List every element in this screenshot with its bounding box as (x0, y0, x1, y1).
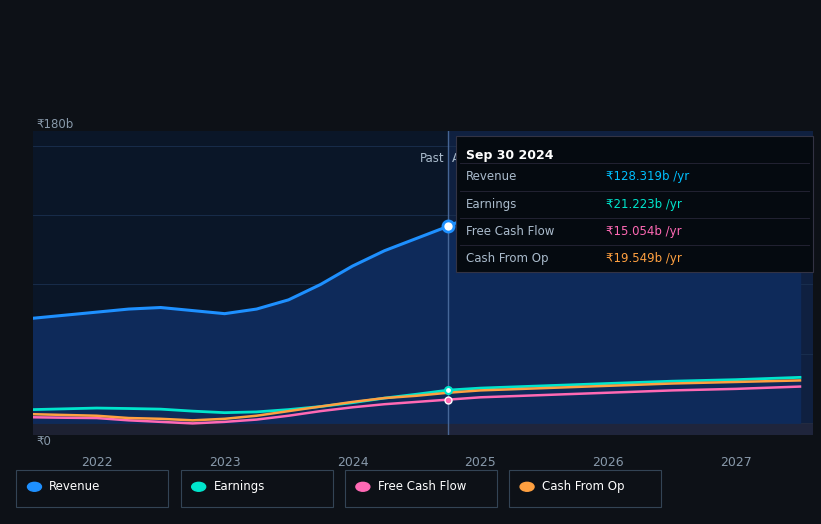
Text: 2026: 2026 (593, 456, 624, 469)
Text: Past: Past (420, 152, 444, 165)
Text: ₹15.054b /yr: ₹15.054b /yr (606, 225, 681, 238)
Text: Cash From Op: Cash From Op (542, 481, 624, 493)
Text: ₹19.549b /yr: ₹19.549b /yr (606, 252, 681, 265)
Text: 2023: 2023 (209, 456, 241, 469)
Bar (448, 131, 813, 435)
Bar (33, 423, 813, 435)
Text: Free Cash Flow: Free Cash Flow (466, 225, 555, 238)
Text: Cash From Op: Cash From Op (466, 252, 548, 265)
Text: ₹21.223b /yr: ₹21.223b /yr (606, 198, 681, 211)
Text: Earnings: Earnings (213, 481, 265, 493)
Text: 2022: 2022 (81, 456, 112, 469)
Bar (33, 131, 448, 435)
Text: Free Cash Flow: Free Cash Flow (378, 481, 466, 493)
Text: 2024: 2024 (337, 456, 369, 469)
Text: 2025: 2025 (465, 456, 496, 469)
Text: Earnings: Earnings (466, 198, 518, 211)
Text: Analysts Forecasts: Analysts Forecasts (452, 152, 562, 165)
Text: Revenue: Revenue (49, 481, 101, 493)
Text: ₹128.319b /yr: ₹128.319b /yr (606, 170, 689, 183)
Text: Revenue: Revenue (466, 170, 518, 183)
Text: Sep 30 2024: Sep 30 2024 (466, 149, 554, 162)
Text: ₹180b: ₹180b (37, 118, 74, 131)
Text: 2027: 2027 (720, 456, 752, 469)
Text: ₹0: ₹0 (37, 435, 52, 448)
